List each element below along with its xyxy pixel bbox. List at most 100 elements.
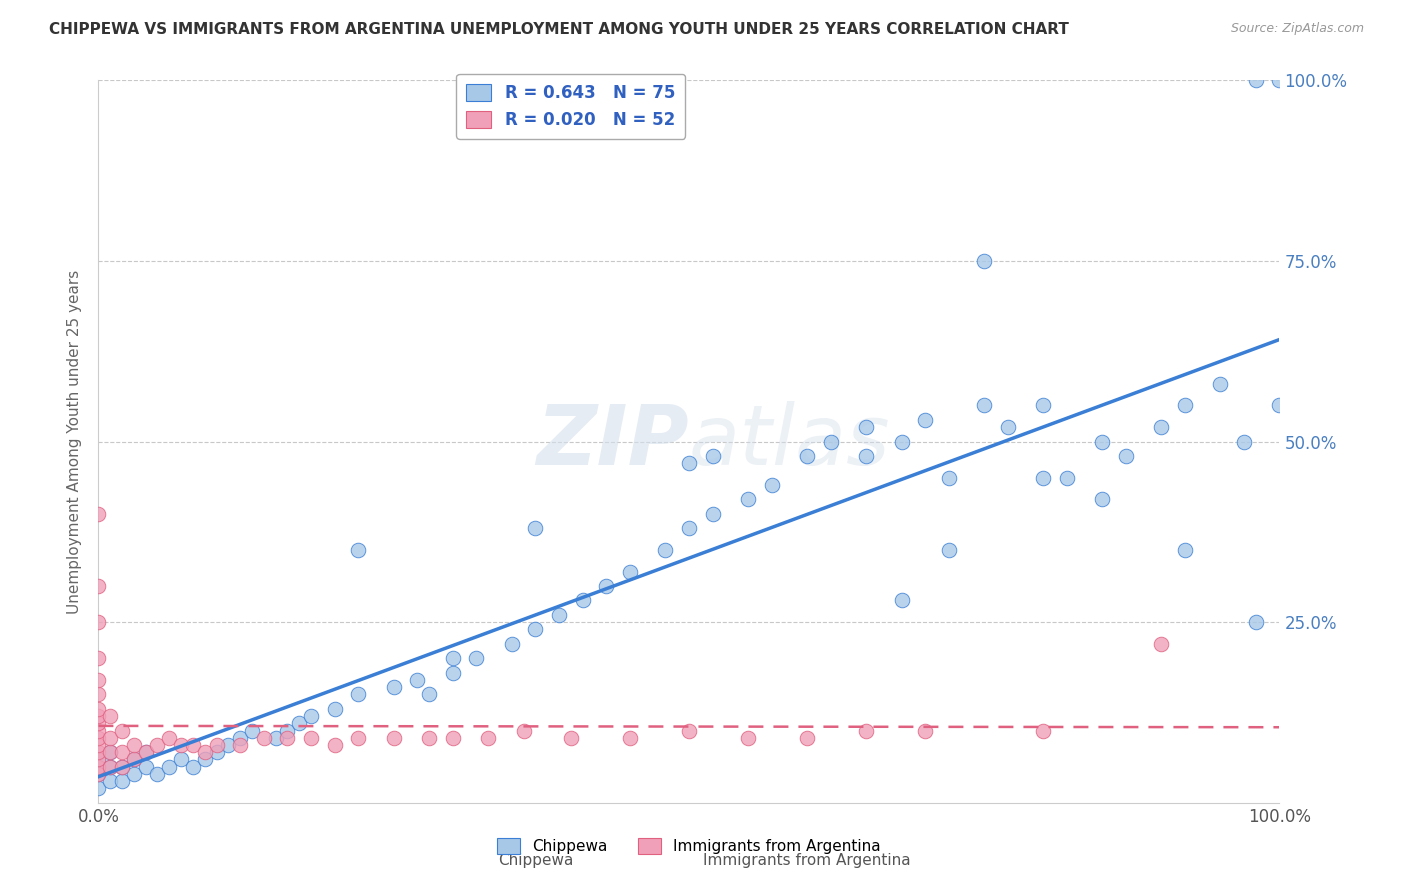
Point	[98, 760, 121, 774]
Point	[997, 420, 1019, 434]
Point	[418, 731, 440, 745]
Text: Chippewa: Chippewa	[498, 854, 574, 869]
Point	[702, 449, 724, 463]
Point	[181, 760, 204, 774]
Point	[1174, 398, 1197, 412]
Point	[194, 752, 217, 766]
Point	[1233, 434, 1256, 449]
Text: CHIPPEWA VS IMMIGRANTS FROM ARGENTINA UNEMPLOYMENT AMONG YOUTH UNDER 25 YEARS CO: CHIPPEWA VS IMMIGRANTS FROM ARGENTINA UN…	[49, 22, 1069, 37]
Point	[87, 738, 110, 752]
Point	[441, 651, 464, 665]
Point	[1032, 470, 1054, 484]
Point	[122, 738, 145, 752]
Point	[135, 745, 157, 759]
Point	[501, 637, 523, 651]
Point	[571, 593, 593, 607]
Point	[347, 731, 370, 745]
Point	[87, 723, 110, 738]
Point	[1150, 420, 1173, 434]
Point	[87, 651, 110, 665]
Point	[122, 752, 145, 766]
Point	[1032, 398, 1054, 412]
Point	[855, 449, 877, 463]
Y-axis label: Unemployment Among Youth under 25 years: Unemployment Among Youth under 25 years	[67, 269, 83, 614]
Point	[678, 456, 700, 470]
Point	[87, 716, 110, 731]
Point	[299, 731, 322, 745]
Point	[111, 760, 134, 774]
Point	[87, 709, 110, 723]
Point	[477, 731, 499, 745]
Point	[87, 687, 110, 701]
Point	[87, 767, 110, 781]
Text: atlas: atlas	[689, 401, 890, 482]
Point	[87, 752, 110, 766]
Point	[973, 253, 995, 268]
Point	[240, 723, 263, 738]
Point	[205, 738, 228, 752]
Point	[229, 731, 252, 745]
Point	[524, 623, 547, 637]
Point	[181, 738, 204, 752]
Point	[194, 745, 217, 759]
Point	[98, 745, 121, 759]
Point	[87, 507, 110, 521]
Point	[87, 702, 110, 716]
Point	[973, 398, 995, 412]
Point	[98, 760, 121, 774]
Point	[157, 760, 180, 774]
Text: Source: ZipAtlas.com: Source: ZipAtlas.com	[1230, 22, 1364, 36]
Point	[217, 738, 239, 752]
Point	[347, 542, 370, 557]
Point	[914, 413, 936, 427]
Point	[276, 723, 298, 738]
Point	[87, 752, 110, 766]
Point	[678, 723, 700, 738]
Point	[441, 665, 464, 680]
Point	[111, 723, 134, 738]
Point	[264, 731, 287, 745]
Point	[938, 542, 960, 557]
Point	[87, 760, 110, 774]
Point	[111, 760, 134, 774]
Point	[441, 731, 464, 745]
Point	[98, 731, 121, 745]
Point	[323, 702, 346, 716]
Legend: R = 0.643   N = 75, R = 0.020   N = 52: R = 0.643 N = 75, R = 0.020 N = 52	[457, 74, 685, 139]
Point	[619, 565, 641, 579]
Point	[288, 716, 311, 731]
Point	[87, 781, 110, 796]
Point	[98, 774, 121, 789]
Point	[98, 745, 121, 759]
Point	[87, 579, 110, 593]
Point	[406, 673, 429, 687]
Point	[170, 738, 193, 752]
Point	[87, 767, 110, 781]
Point	[1268, 398, 1291, 412]
Point	[678, 521, 700, 535]
Point	[890, 593, 912, 607]
Point	[98, 709, 121, 723]
Point	[1091, 492, 1114, 507]
Point	[87, 731, 110, 745]
Point	[737, 492, 759, 507]
Point	[890, 434, 912, 449]
Point	[347, 687, 370, 701]
Point	[253, 731, 276, 745]
Point	[702, 507, 724, 521]
Point	[276, 731, 298, 745]
Point	[135, 760, 157, 774]
Point	[146, 738, 169, 752]
Point	[382, 731, 405, 745]
Point	[146, 767, 169, 781]
Text: Immigrants from Argentina: Immigrants from Argentina	[703, 854, 911, 869]
Point	[87, 745, 110, 759]
Point	[512, 723, 534, 738]
Point	[465, 651, 488, 665]
Point	[418, 687, 440, 701]
Point	[1244, 73, 1267, 87]
Text: ZIP: ZIP	[536, 401, 689, 482]
Point	[1032, 723, 1054, 738]
Point	[524, 521, 547, 535]
Point	[111, 745, 134, 759]
